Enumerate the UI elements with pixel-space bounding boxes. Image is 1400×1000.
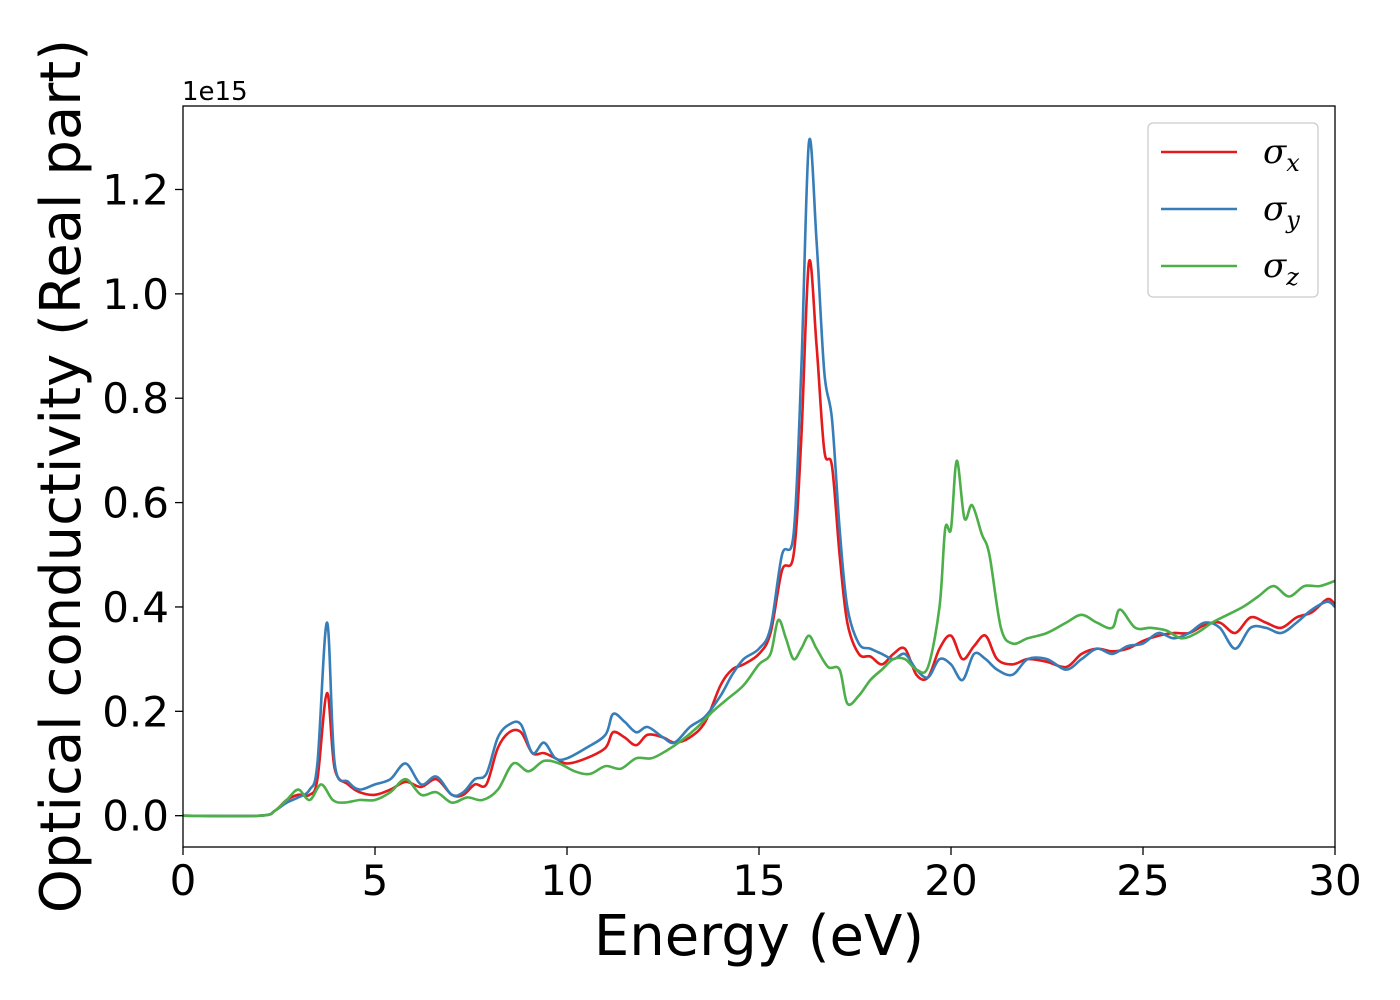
- y-axis-title: Optical conductivity (Real part): [29, 39, 94, 913]
- y-tick-label: 0.6: [102, 479, 169, 528]
- x-tick-label: 15: [732, 856, 785, 905]
- x-axis-title: Energy (eV): [594, 904, 924, 969]
- x-tick-label: 30: [1308, 856, 1361, 905]
- y-tick-label: 0.2: [102, 687, 169, 736]
- x-tick-label: 25: [1116, 856, 1169, 905]
- x-tick-label: 5: [362, 856, 389, 905]
- series-line-sigma-z: [182, 459, 1336, 818]
- series-layer: [182, 137, 1336, 818]
- x-tick-label: 20: [924, 856, 977, 905]
- series-line-sigma-y: [182, 137, 1336, 818]
- y-tick-label: 1.2: [102, 165, 169, 214]
- y-tick-label: 0.4: [102, 583, 169, 632]
- y-axis-ticks: 0.0 0.2 0.4 0.6 0.8 1.0 1.2: [102, 165, 183, 841]
- x-tick-label: 0: [170, 856, 197, 905]
- x-tick-label: 10: [540, 856, 593, 905]
- x-axis-ticks: 0 5 10 15 20 25 30: [170, 847, 1362, 905]
- plot-area-background: [183, 106, 1335, 847]
- y-tick-label: 0.8: [102, 374, 169, 423]
- y-offset-text: 1e15: [182, 77, 248, 107]
- y-tick-label: 0.0: [102, 792, 169, 841]
- y-tick-label: 1.0: [102, 270, 169, 319]
